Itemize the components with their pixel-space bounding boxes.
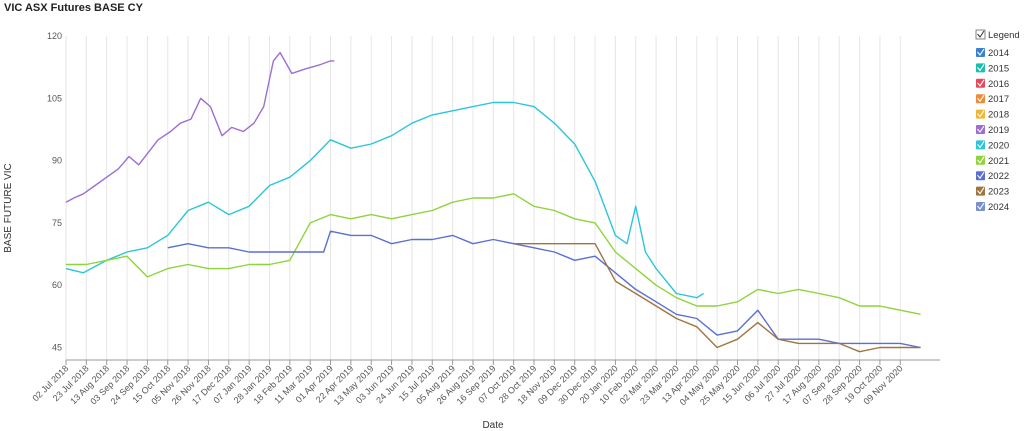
legend-check-icon (977, 156, 985, 164)
y-tick-label: 120 (47, 31, 62, 41)
series-line-2023 (513, 242, 921, 353)
series-line-2022 (167, 230, 921, 349)
legend-check-icon (977, 64, 985, 72)
legend-check-icon (977, 48, 985, 56)
legend-item-label[interactable]: 2014 (988, 48, 1009, 59)
legend-item-label[interactable]: 2022 (988, 171, 1009, 182)
y-tick-label: 105 (47, 93, 62, 103)
legend-check-icon (977, 141, 985, 149)
legend-item-label[interactable]: 2024 (988, 202, 1009, 213)
series-line-2020 (65, 101, 704, 299)
legend-check-icon (977, 30, 985, 38)
legend-item-label[interactable]: 2020 (988, 140, 1009, 151)
y-axis-label: BASE FUTURE VIC (3, 163, 14, 252)
legend-check-icon (977, 202, 985, 210)
legend-item-label[interactable]: 2018 (988, 110, 1009, 121)
legend-check-icon (977, 79, 985, 87)
legend-item-label[interactable]: 2016 (988, 79, 1009, 90)
legend-title: Legend (988, 30, 1020, 41)
series-line-2019 (65, 51, 335, 203)
legend-item-label[interactable]: 2023 (988, 187, 1009, 198)
legend-check-icon (977, 187, 985, 195)
y-tick-label: 45 (52, 343, 62, 353)
legend-item-label[interactable]: 2021 (988, 156, 1009, 167)
legend-toggle-checkbox[interactable] (975, 29, 986, 40)
legend-item-label[interactable]: 2019 (988, 125, 1009, 136)
legend-check-icon (977, 171, 985, 180)
legend-check-icon (977, 94, 985, 103)
y-tick-label: 75 (52, 218, 62, 228)
legend-check-icon (977, 125, 985, 133)
legend-item-label[interactable]: 2017 (988, 94, 1009, 105)
x-axis-label: Date (482, 420, 504, 431)
chart-title: VIC ASX Futures BASE CY (4, 2, 143, 14)
y-tick-label: 60 (52, 280, 62, 290)
legend-item-label[interactable]: 2015 (988, 63, 1009, 74)
y-tick-label: 90 (52, 156, 62, 166)
series-line-2021 (66, 193, 921, 315)
legend-check-icon (977, 110, 985, 118)
